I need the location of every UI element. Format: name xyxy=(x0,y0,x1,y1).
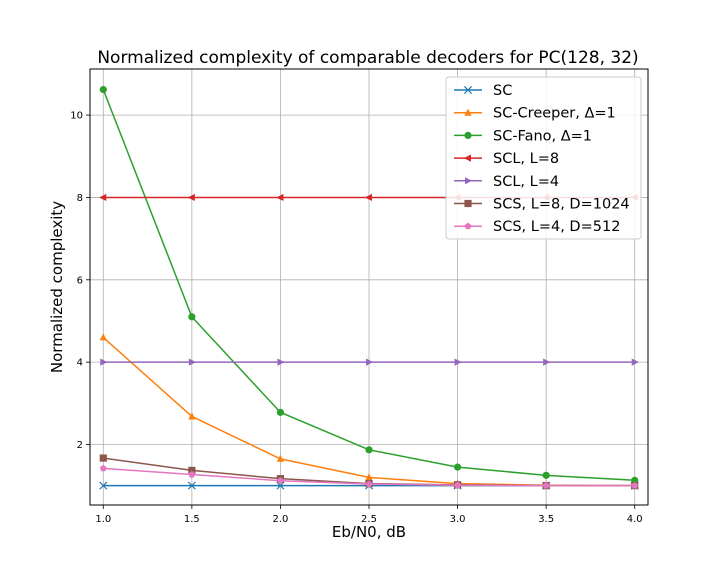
data-point xyxy=(364,193,372,202)
x-tick-label: 4.0 xyxy=(627,514,643,525)
data-point xyxy=(99,464,107,472)
legend-item: SCL, L=4 xyxy=(454,174,559,190)
data-point xyxy=(543,358,551,366)
data-point xyxy=(631,358,639,366)
x-axis-label: Eb/N0, dB xyxy=(332,523,406,541)
x-axis: 1.0 1.5 2.0 2.5 3.0 3.5 4.0 xyxy=(95,505,643,525)
data-point xyxy=(187,193,195,202)
legend-item: SCS, L=4, D=512 xyxy=(454,219,620,235)
y-tick-label: 2 xyxy=(77,440,83,451)
legend-label: SCL, L=8 xyxy=(493,151,559,167)
legend-item: SCL, L=8 xyxy=(454,151,559,167)
data-point xyxy=(276,454,285,462)
x-tick-label: 1.0 xyxy=(95,514,111,525)
data-point xyxy=(276,481,285,490)
legend-label: SCS, L=4, D=512 xyxy=(493,219,620,235)
data-point xyxy=(454,481,461,489)
y-tick-label: 4 xyxy=(77,358,83,369)
legend-marker xyxy=(464,108,472,116)
data-point xyxy=(99,481,108,490)
y-axis-label: Normalized complexity xyxy=(48,201,66,373)
legend-marker xyxy=(464,199,472,208)
data-point xyxy=(365,446,373,454)
x-tick-label: 2.0 xyxy=(272,514,288,525)
legend-marker xyxy=(465,177,473,185)
data-point xyxy=(276,408,285,416)
y-axis: 2 4 6 8 10 xyxy=(70,111,90,451)
data-point xyxy=(365,473,373,481)
data-point xyxy=(188,412,196,420)
data-point xyxy=(365,480,373,487)
data-point xyxy=(366,358,374,366)
data-point xyxy=(454,358,462,366)
legend-item: SC-Fano, Δ=1 xyxy=(454,128,592,144)
legend-marker xyxy=(463,154,471,162)
legend-label: SCS, L=8, D=1024 xyxy=(493,197,630,213)
data-point xyxy=(99,454,107,462)
legend: SC SC-Creeper, Δ=1 SC-Fano, Δ=1 SCL, L=8 SCL… xyxy=(445,76,642,240)
legend-item: SCS, L=8, D=1024 xyxy=(454,197,630,213)
legend-item: SC-Creeper, Δ=1 xyxy=(454,106,616,122)
series-7 xyxy=(99,464,639,489)
data-point xyxy=(99,193,107,202)
y-tick-label: 6 xyxy=(77,275,83,286)
data-point xyxy=(276,193,284,202)
x-tick-label: 3.5 xyxy=(538,514,554,525)
legend-item: SC xyxy=(454,83,512,99)
y-tick-label: 8 xyxy=(77,193,83,204)
series-layer xyxy=(99,85,639,490)
data-point xyxy=(277,477,284,484)
data-point xyxy=(631,482,639,489)
legend-box xyxy=(445,76,642,240)
x-tick-label: 2.5 xyxy=(361,514,377,525)
data-point xyxy=(188,470,196,478)
series-5 xyxy=(100,358,639,366)
data-point xyxy=(542,482,550,489)
x-tick-label: 1.5 xyxy=(184,514,200,525)
data-point xyxy=(99,333,107,341)
legend-label: SC xyxy=(493,83,512,99)
data-point xyxy=(99,85,107,94)
legend-label: SCL, L=4 xyxy=(493,174,559,190)
chart-title: Normalized complexity of comparable deco… xyxy=(97,48,638,68)
data-point xyxy=(188,313,196,321)
data-point xyxy=(100,358,108,366)
legend-label: SC-Creeper, Δ=1 xyxy=(493,106,616,122)
legend-marker xyxy=(464,131,472,139)
legend-label: SC-Fano, Δ=1 xyxy=(493,128,592,144)
legend-marker xyxy=(464,222,472,230)
y-tick-label: 10 xyxy=(70,111,83,122)
data-point xyxy=(453,463,462,471)
data-point xyxy=(277,358,285,366)
data-point xyxy=(542,471,550,479)
legend-marker xyxy=(463,85,473,95)
x-tick-label: 3.0 xyxy=(450,514,466,525)
data-point xyxy=(187,481,196,490)
data-point xyxy=(188,358,197,366)
data-point xyxy=(188,466,196,475)
